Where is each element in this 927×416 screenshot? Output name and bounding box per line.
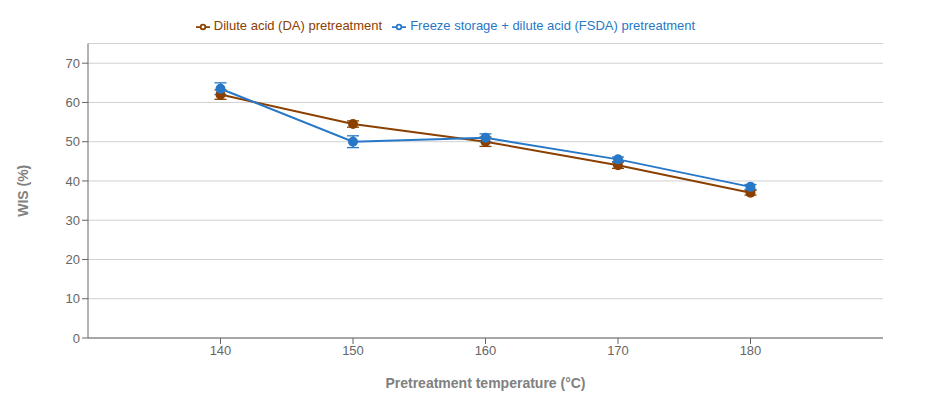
svg-text:WIS (%): WIS (%) xyxy=(15,165,31,217)
svg-text:180: 180 xyxy=(740,343,762,358)
svg-text:170: 170 xyxy=(607,343,629,358)
svg-text:60: 60 xyxy=(66,95,80,110)
html-text:Freeze storage + dilute acid (: Freeze storage + dilute acid (FSDA) pret… xyxy=(410,18,696,33)
svg-text:40: 40 xyxy=(66,174,80,189)
svg-text:150: 150 xyxy=(342,343,364,358)
svg-text:10: 10 xyxy=(66,291,80,306)
svg-text:160: 160 xyxy=(475,343,497,358)
svg-text:50: 50 xyxy=(66,134,80,149)
html-text:Dilute acid (DA) pretreatment: Dilute acid (DA) pretreatment xyxy=(213,18,383,33)
svg-text:30: 30 xyxy=(66,213,80,228)
svg-text:70: 70 xyxy=(66,56,80,71)
svg-text:Pretreatment temperature (°C): Pretreatment temperature (°C) xyxy=(385,375,585,391)
svg-text:0: 0 xyxy=(73,331,80,346)
svg-text:20: 20 xyxy=(66,252,80,267)
svg-text:140: 140 xyxy=(210,343,232,358)
